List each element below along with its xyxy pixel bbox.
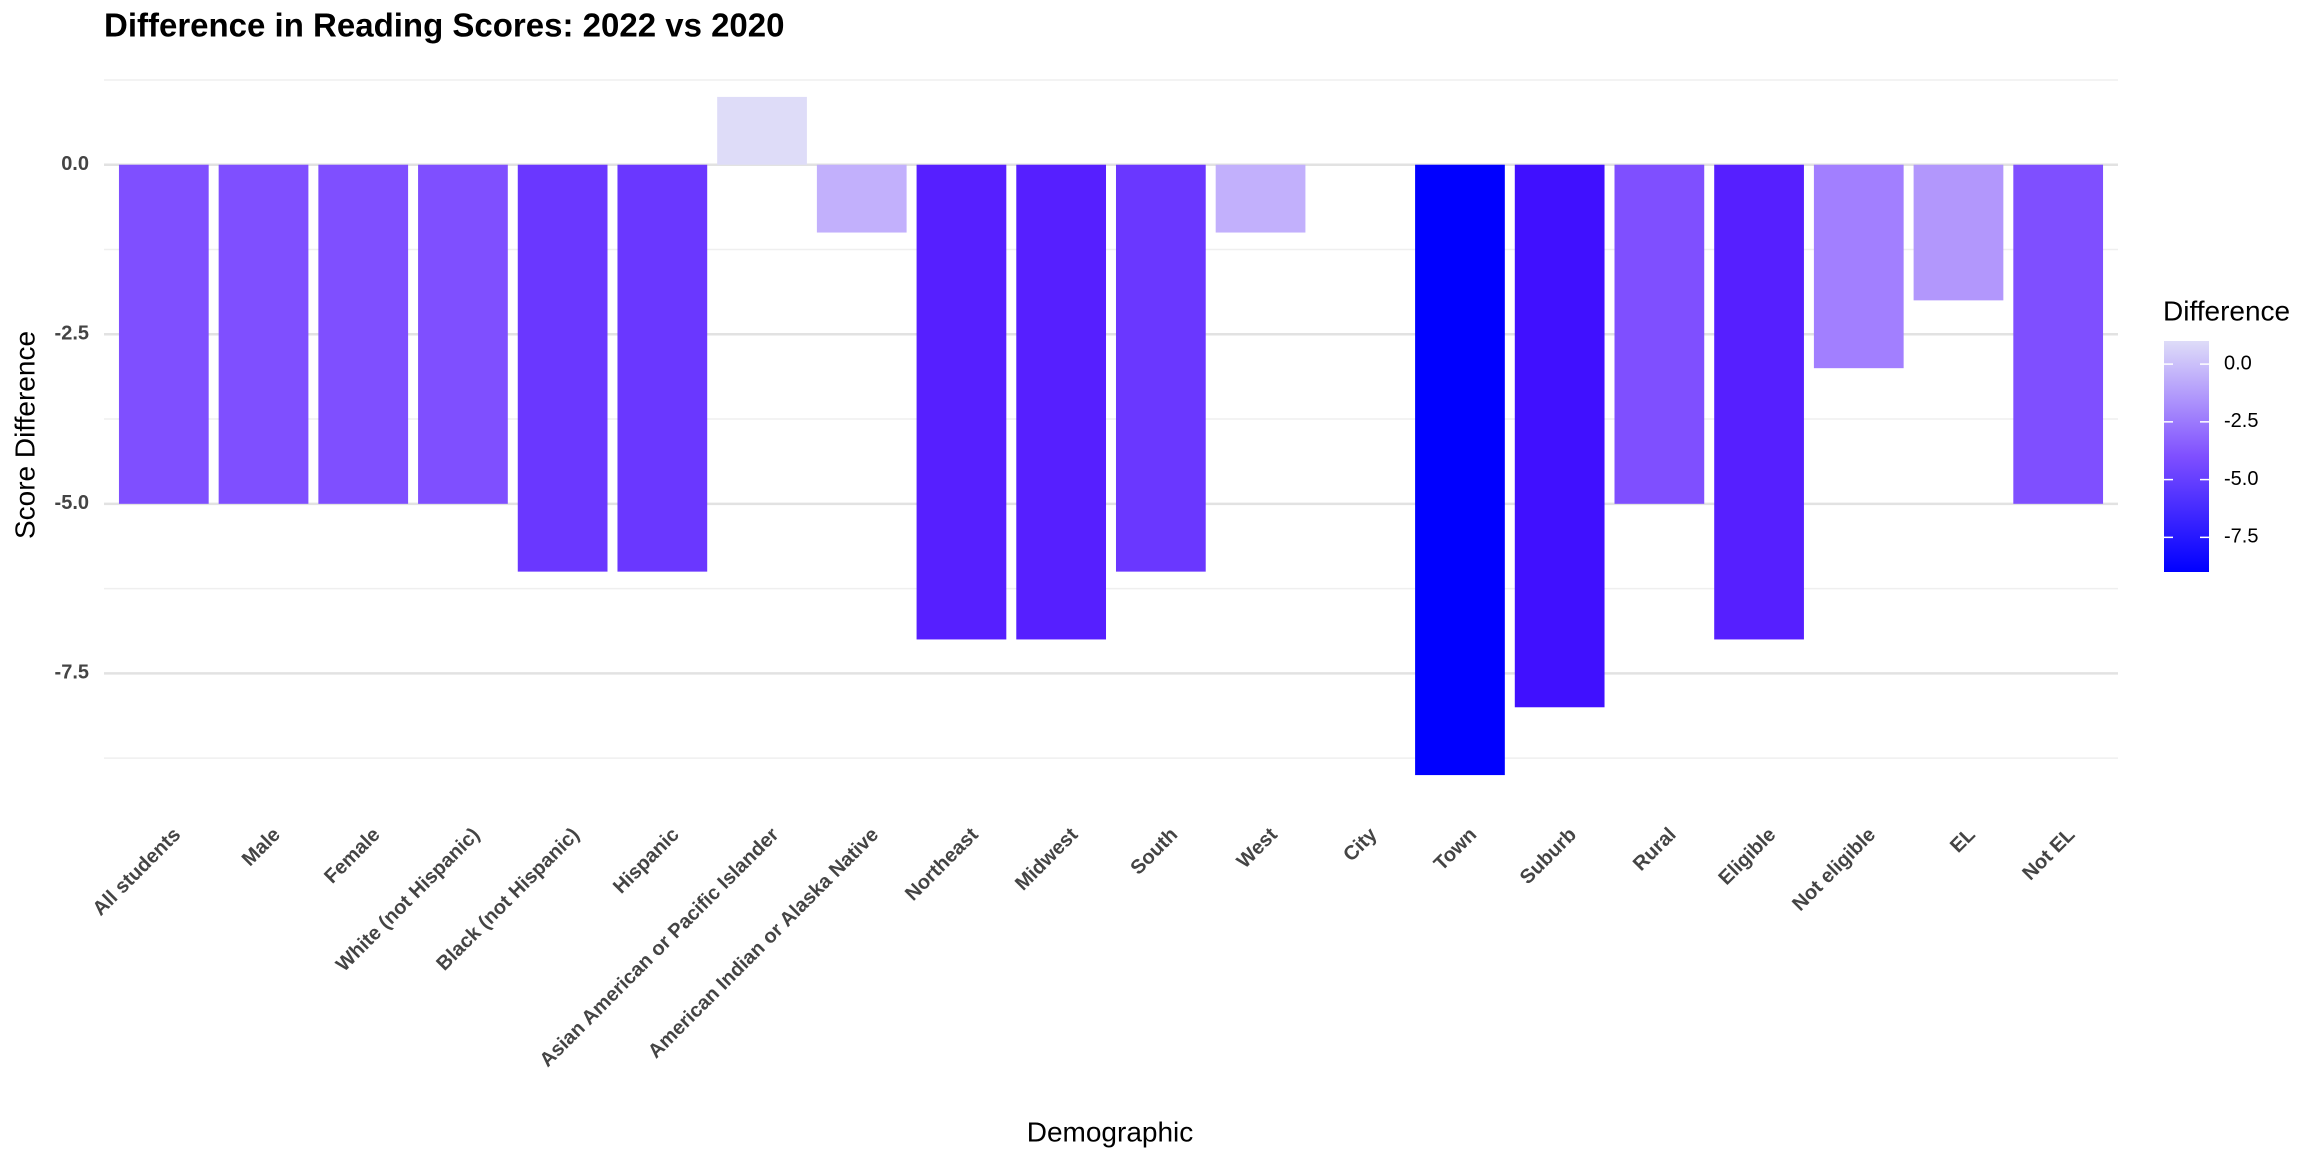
bar — [517, 164, 608, 572]
colorbar-tick-label: -7.5 — [2224, 526, 2258, 548]
x-tick-label: Not eligible — [1788, 824, 1880, 916]
bar — [1415, 164, 1505, 776]
bar — [717, 96, 807, 165]
x-axis-title: Demographic — [1027, 1116, 1194, 1147]
bar — [1514, 164, 1605, 708]
colorbar-tick-label: -5.0 — [2224, 468, 2258, 490]
bar — [1913, 164, 2004, 301]
x-tick-label: Male — [238, 824, 285, 871]
bar — [318, 164, 409, 504]
colorbar — [2164, 341, 2209, 572]
chart-title: Difference in Reading Scores: 2022 vs 20… — [104, 7, 785, 44]
x-tick-label: Not EL — [2018, 824, 2079, 885]
colorbar-tick-label: 0.0 — [2224, 352, 2252, 374]
y-tick-label: -2.5 — [55, 323, 89, 345]
y-tick-label: -7.5 — [55, 662, 89, 684]
bar — [1016, 164, 1107, 640]
y-axis-title: Score Difference — [9, 331, 40, 539]
bar — [418, 164, 508, 504]
x-tick-label: American Indian or Alaska Native — [644, 824, 883, 1063]
y-tick-label: -5.0 — [55, 492, 89, 514]
x-tick-label: South — [1127, 824, 1183, 880]
x-tick-label: Eligible — [1714, 824, 1780, 890]
x-tick-label: City — [1339, 823, 1382, 866]
x-tick-label: EL — [1946, 824, 1980, 858]
y-tick-label: 0.0 — [61, 153, 89, 175]
bar — [1614, 164, 1705, 504]
bar — [1215, 164, 1306, 233]
x-tick-label: Town — [1430, 824, 1481, 875]
bar — [2013, 164, 2104, 504]
bar — [1813, 164, 1904, 369]
bar — [816, 164, 907, 233]
x-tick-label: West — [1233, 823, 1282, 872]
bar — [617, 164, 708, 572]
x-tick-label: Midwest — [1011, 823, 1083, 895]
x-tick-label: Hispanic — [609, 824, 684, 899]
x-tick-label: Northeast — [901, 823, 983, 905]
x-tick-label: Rural — [1629, 824, 1681, 876]
bar — [1115, 164, 1206, 572]
x-tick-label: All students — [89, 824, 185, 920]
colorbar-tick-label: -2.5 — [2224, 410, 2258, 432]
x-tick-label: Female — [320, 824, 384, 888]
x-tick-label: Suburb — [1516, 824, 1581, 889]
bar — [916, 164, 1007, 640]
bar — [1714, 164, 1804, 640]
bar — [218, 164, 309, 504]
legend-title: Difference — [2163, 295, 2290, 326]
bar — [118, 164, 209, 504]
